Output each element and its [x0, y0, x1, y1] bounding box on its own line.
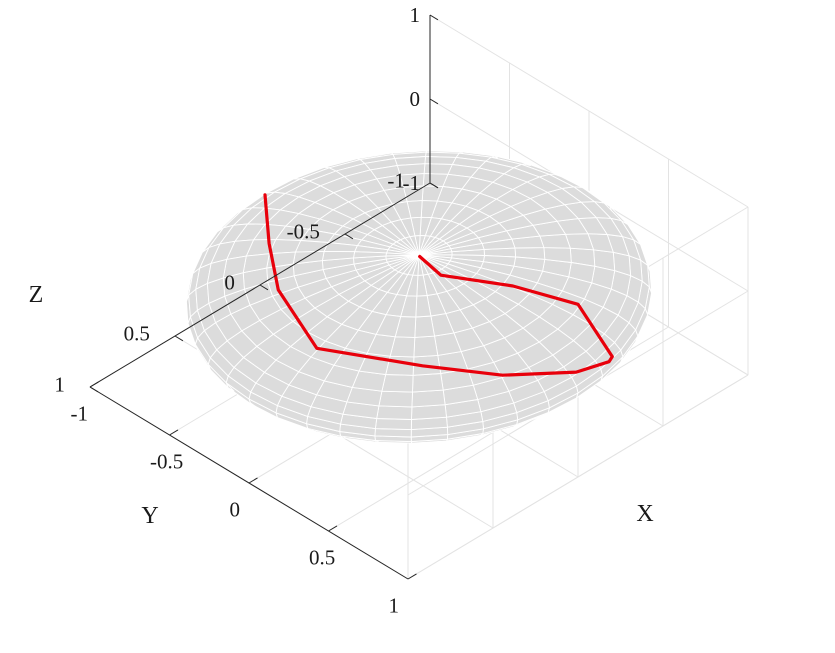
surface-patch [412, 373, 444, 393]
tick-mark [407, 573, 417, 580]
tick-mark [259, 284, 269, 291]
trajectory-series [263, 193, 614, 377]
surface-patch [414, 315, 435, 338]
tick-mark [89, 386, 99, 393]
x-tick-label: -0.5 [150, 449, 183, 473]
surface-patch [411, 389, 446, 408]
tick-mark [169, 429, 179, 436]
y-axis-label: Y [141, 503, 158, 529]
grid-line [429, 14, 749, 208]
y-tick-label: 0 [224, 270, 235, 294]
z-tick-label: 0 [410, 87, 421, 111]
y-tick-label: 1 [54, 372, 65, 396]
z-tick-label: -1 [403, 171, 421, 195]
tick-mark [248, 477, 258, 484]
surface-patch [423, 163, 453, 175]
ellipsoid-surface [185, 150, 653, 444]
tick-mark [344, 233, 354, 240]
x-tick-label: 0 [230, 497, 241, 521]
surface-patch [378, 390, 413, 408]
axes [89, 14, 439, 580]
z-tick-label: 1 [410, 3, 421, 27]
y-tick-label: -1 [387, 168, 405, 192]
surface-patch [413, 335, 439, 358]
x-tick-label: -1 [71, 401, 89, 425]
z-axis-label: Z [29, 282, 44, 308]
y-tick-label: 0.5 [124, 321, 150, 345]
tick-mark [429, 98, 439, 105]
y-tick-label: -0.5 [287, 219, 320, 243]
surface-patch [376, 405, 413, 420]
x-tick-label: 0.5 [309, 545, 335, 569]
tick-mark [429, 182, 439, 189]
surface-patch [381, 374, 414, 393]
surface-patch [374, 418, 412, 431]
tick-mark [328, 525, 338, 532]
tick-mark [89, 381, 99, 388]
x-tick-label: 1 [389, 593, 400, 617]
series-line-0 [263, 193, 614, 377]
tick-mark [174, 335, 184, 342]
tick-labels: -1-0.500.51-1-0.500.51-101 [54, 3, 420, 617]
surface-patch [206, 258, 228, 284]
surface-patch [539, 233, 571, 249]
x-axis-label: X [636, 501, 653, 527]
tick-mark [429, 14, 439, 21]
